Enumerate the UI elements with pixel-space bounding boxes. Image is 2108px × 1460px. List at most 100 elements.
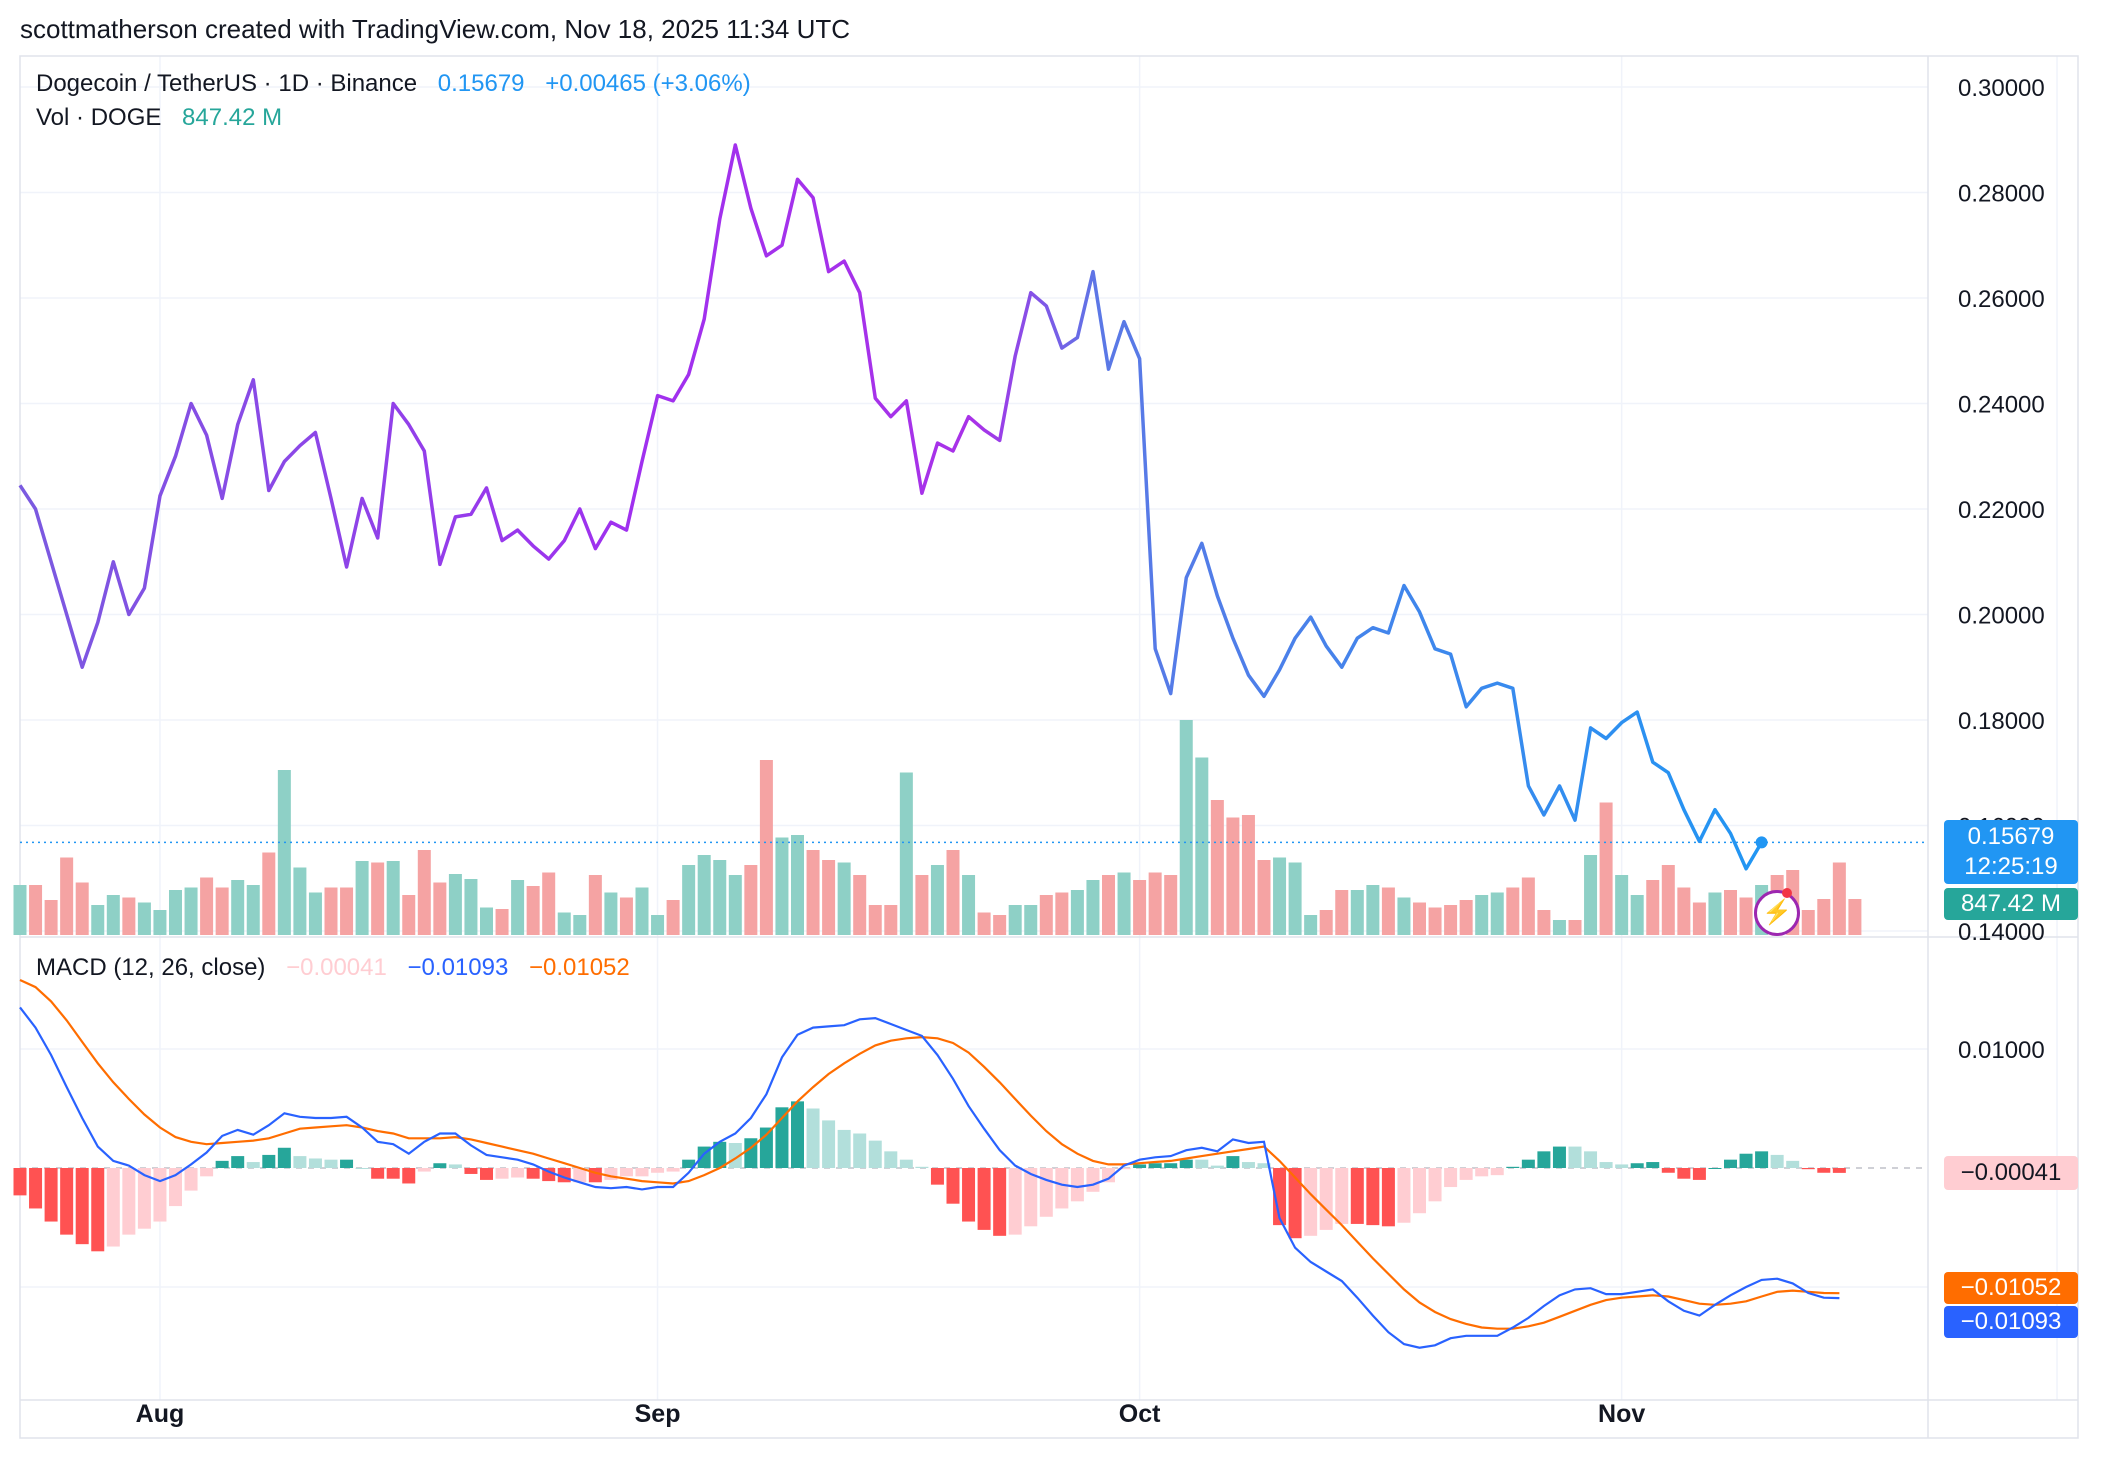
grid-lines [20,56,2058,1400]
volume-bar [1848,899,1862,935]
volume-legend: Vol · DOGE 847.42 M [36,104,296,132]
volume-bar [1257,860,1271,935]
volume-bar [153,910,167,935]
macd-histogram-bar [29,1168,43,1209]
macd-histogram-bar [1786,1160,1800,1168]
volume-bar [1444,905,1458,935]
volume-bar [930,865,944,935]
price-tick-label: 0.26000 [1958,286,2045,313]
volume-bar [1195,757,1209,935]
volume-bar [915,875,929,935]
volume-bar [91,905,105,935]
volume-bar [713,860,727,935]
volume-bar [884,905,898,935]
volume-bar [573,915,587,935]
macd-histogram-bar [1521,1159,1535,1168]
lightning-icon[interactable]: ⚡ [1754,890,1800,936]
volume-bar [1288,862,1302,935]
price-tick-label: 0.18000 [1958,708,2045,735]
volume-bar [806,850,820,935]
macd-histogram-bar [340,1159,354,1168]
volume-bar [682,865,696,935]
macd-histogram-bar [1739,1153,1753,1168]
macd-histogram-bar [573,1168,587,1183]
macd-histogram-bar [1817,1168,1831,1173]
macd-histogram-bar [1770,1154,1784,1168]
macd-histogram-bar [1055,1168,1069,1209]
volume-bar [464,879,478,935]
volume-bar [355,861,369,935]
volume-bar [480,907,493,935]
countdown-value: 12:25:19 [1964,853,2058,880]
volume-bar [853,875,867,935]
volume-bar [1692,902,1706,935]
macd-histogram-bar [1039,1168,1053,1217]
macd-histogram-bar [853,1133,867,1168]
macd-histogram-bar [806,1108,820,1168]
macd-line-value: −0.01093 [407,954,509,981]
macd-histogram-bar [1490,1168,1504,1176]
volume-bar [1630,895,1644,935]
macd-histogram-bar [495,1168,509,1179]
hist-tag[interactable]: −0.00041 [1944,1156,2078,1190]
volume-tag[interactable]: 847.42 M [1944,888,2078,920]
macd-histogram-bar [1366,1168,1380,1226]
macd-histogram-bar [1506,1166,1520,1168]
macd-histogram-bar [215,1160,229,1168]
macd-signal-value: −0.01052 [528,954,630,981]
signal-tag[interactable]: −0.01052 [1944,1272,2078,1304]
signal-series [19,978,1840,1330]
macd-histogram-bar [1350,1168,1364,1224]
macd-histogram-bar [1661,1168,1675,1173]
macd-histogram-bar [1459,1168,1473,1180]
price-tag[interactable]: 0.15679 12:25:19 [1944,820,2078,884]
volume-bar [1490,892,1504,935]
volume-bar [1226,817,1240,935]
volume-bar [1241,815,1255,935]
volume-bar [1304,915,1318,935]
macd-tag[interactable]: −0.01093 [1944,1306,2078,1338]
macd-histogram-bar [262,1154,276,1168]
volume-bars [13,720,1862,935]
volume-bar [1413,902,1426,935]
macd-title[interactable]: MACD (12, 26, close) [36,954,266,981]
price-legend: Dogecoin / TetherUS · 1D · Binance 0.156… [36,70,765,98]
macd-histogram-bar [464,1168,478,1174]
macd-histogram-bar [386,1168,400,1179]
volume-bar [837,862,851,935]
macd-histogram-bar [1179,1159,1193,1168]
symbol-title[interactable]: Dogecoin / TetherUS · 1D · Binance [36,70,418,97]
macd-histogram-bar [899,1159,913,1168]
macd-histogram-bar [588,1168,602,1183]
volume-bar [1070,890,1084,935]
macd-histogram-bar [1444,1168,1458,1188]
volume-bar [1133,880,1147,935]
macd-histogram-bar [417,1168,431,1172]
macd-histogram-bar [1288,1168,1302,1239]
volume-bar [1428,907,1442,935]
volume-title[interactable]: Vol · DOGE [36,104,162,131]
price-tick-label: 0.14000 [1958,919,2045,946]
volume-bar [542,872,556,935]
macd-histogram-bar [651,1168,665,1173]
macd-histogram-bar [1164,1163,1178,1168]
volume-bar [1584,855,1598,935]
volume-bar [184,887,198,935]
macd-histogram-bar [1552,1146,1566,1168]
macd-histogram-bar [1148,1163,1162,1168]
volume-bar [75,882,89,935]
volume-bar [169,890,182,935]
macd-histogram-bar [1008,1168,1022,1235]
volume-bar [1350,890,1364,935]
macd-legend: MACD (12, 26, close) −0.00041 −0.01093 −… [36,954,644,982]
volume-bar [1537,910,1551,935]
macd-histogram-bar [1335,1168,1349,1224]
volume-bar [604,892,618,935]
macd-histogram-bar [1319,1168,1333,1230]
macd-histogram-bar [822,1120,836,1168]
time-tick-label: Sep [635,1400,681,1428]
price-series [18,143,1764,871]
price-change: +0.00465 (+3.06%) [545,70,751,97]
volume-bar [1210,800,1224,935]
